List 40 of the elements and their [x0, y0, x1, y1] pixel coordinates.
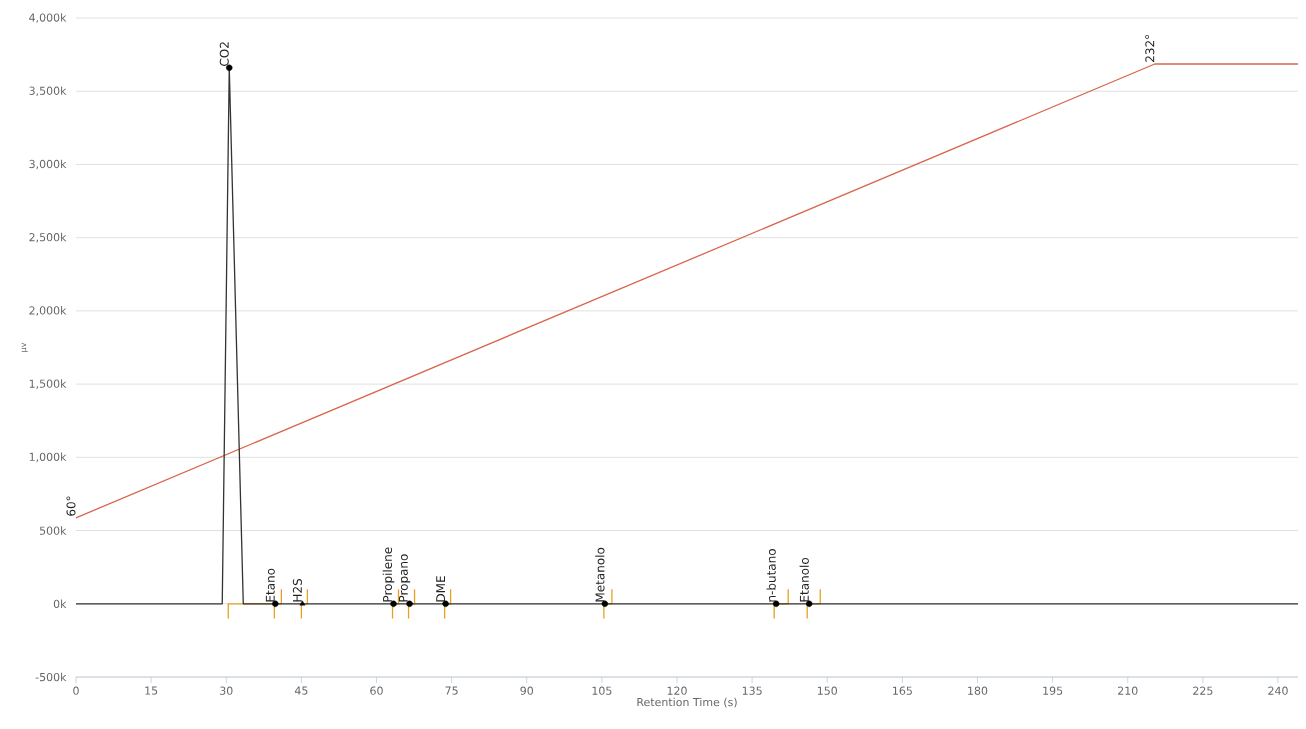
x-tick-label: 135 — [742, 686, 762, 695]
y-tick-label: 3,500k — [29, 86, 67, 97]
y-tick-label: 0k — [53, 599, 67, 609]
x-tick-label: 90 — [520, 686, 533, 695]
x-tick-label: 75 — [445, 686, 458, 695]
x-tick-label: 165 — [893, 686, 912, 695]
x-tick-label: 150 — [817, 686, 837, 695]
y-axis-title: μv — [21, 342, 28, 352]
x-tick-label: 240 — [1268, 686, 1288, 695]
x-tick-label: 45 — [294, 686, 308, 695]
annotation: Propilene — [382, 547, 395, 602]
annotation: DME — [436, 576, 445, 602]
y-tick-label: 500k — [39, 526, 67, 535]
x-tick-label: 15 — [145, 686, 158, 695]
annotation: Propano — [398, 554, 411, 602]
annotation: 60° — [66, 496, 76, 516]
x-axis-title: Retention Time (s) — [637, 697, 737, 708]
y-tick-label: 2,000k — [29, 306, 67, 316]
y-tick-label: 2,500k — [29, 232, 67, 243]
x-tick-label: 210 — [1118, 686, 1138, 695]
x-tick-label: 30 — [220, 686, 233, 695]
annotation: Metanolo — [595, 547, 605, 602]
annotation: Etano — [265, 568, 275, 602]
x-tick-label: 0 — [73, 686, 79, 695]
x-tick-label: 120 — [667, 686, 687, 695]
annotation: H2S — [292, 578, 302, 602]
x-tick-label: 195 — [1043, 686, 1063, 695]
y-tick-label: -500k — [35, 672, 67, 682]
annotation: n-butano — [766, 549, 776, 602]
annotation: CO2 — [219, 42, 229, 66]
annotation: 232° — [1145, 35, 1155, 62]
y-tick-label: 1,500k — [29, 379, 67, 389]
x-tick-label: 180 — [968, 686, 988, 695]
x-tick-label: 105 — [592, 686, 612, 695]
y-tick-label: 1,000k — [29, 452, 67, 463]
y-tick-label: 3,000k — [29, 159, 67, 170]
annotation: Etanolo — [799, 557, 809, 602]
y-tick-label: 4,000k — [29, 13, 67, 23]
x-tick-label: 225 — [1193, 686, 1213, 695]
x-tick-label: 60 — [370, 686, 383, 695]
